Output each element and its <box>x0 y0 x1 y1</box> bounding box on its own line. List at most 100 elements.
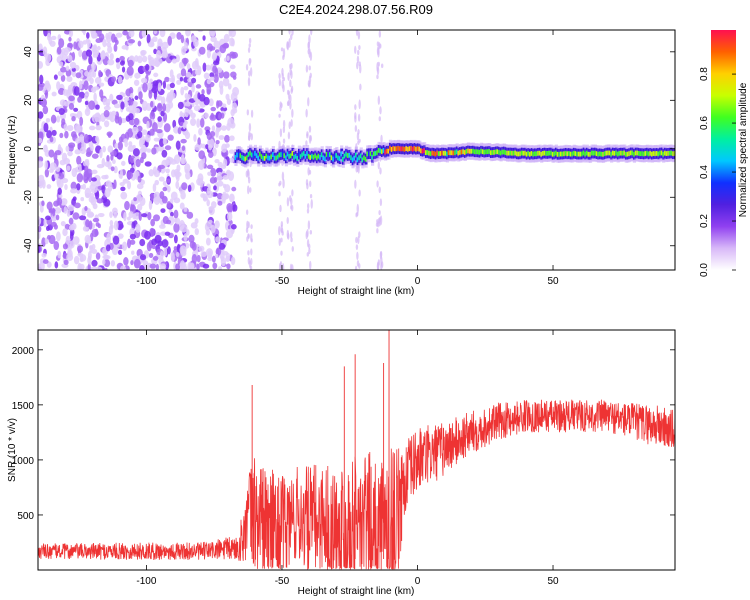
noise-speckle <box>168 77 175 83</box>
noise-speckle <box>163 123 171 133</box>
noise-speckle <box>209 72 215 78</box>
noise-speckle <box>157 82 162 92</box>
noise-speckle <box>203 72 210 80</box>
noise-speckle <box>91 259 98 267</box>
noise-speckle <box>217 200 223 206</box>
streak-speckle <box>249 67 253 77</box>
noise-speckle <box>231 102 238 111</box>
streak-speckle <box>290 119 293 127</box>
streak-speckle <box>355 212 358 218</box>
ridge-core <box>374 151 378 156</box>
noise-speckle <box>41 200 45 207</box>
streak-speckle <box>310 198 313 209</box>
streak-speckle <box>309 180 312 188</box>
streak-speckle <box>291 264 294 270</box>
noise-speckle <box>66 165 71 171</box>
noise-speckle <box>110 260 116 267</box>
noise-speckle <box>127 59 134 68</box>
noise-speckle <box>206 49 211 59</box>
ridge-core <box>490 150 493 156</box>
ridge-core <box>537 150 540 156</box>
noise-speckle <box>119 55 125 62</box>
noise-speckle <box>46 130 53 139</box>
noise-speckle <box>104 174 109 180</box>
noise-speckle <box>184 42 189 52</box>
ridge-core <box>550 150 553 156</box>
noise-speckle <box>232 204 238 212</box>
ridge-core <box>333 154 337 160</box>
noise-speckle <box>95 266 103 270</box>
noise-speckle <box>70 131 77 138</box>
ridge-core <box>307 153 311 159</box>
streak-speckle <box>289 195 292 202</box>
noise-speckle <box>44 89 49 99</box>
noise-speckle <box>185 171 191 180</box>
noise-speckle <box>55 231 61 242</box>
noise-speckle <box>191 77 197 84</box>
ridge-core <box>368 151 371 157</box>
noise-speckle <box>79 116 84 126</box>
noise-speckle <box>190 112 196 119</box>
noise-speckle <box>175 140 181 150</box>
ridge-core <box>242 155 246 161</box>
ridge-core <box>493 149 496 155</box>
noise-speckle <box>60 221 66 227</box>
ridge-core <box>359 153 363 159</box>
noise-speckle <box>185 71 192 78</box>
noise-speckle <box>191 60 200 70</box>
noise-speckle <box>231 38 235 47</box>
ridge-core <box>291 150 295 156</box>
ridge-core <box>338 156 342 162</box>
noise-speckle <box>141 30 148 37</box>
noise-speckle <box>209 46 216 51</box>
ridge-core <box>298 151 301 157</box>
noise-speckle <box>208 30 216 37</box>
noise-speckle <box>158 176 165 182</box>
ridge-core <box>390 147 394 152</box>
streak-speckle <box>359 83 362 91</box>
ridge-core <box>384 149 387 155</box>
noise-speckle <box>50 114 57 124</box>
streak-speckle <box>307 220 311 230</box>
spectrogram-frame <box>37 29 676 271</box>
noise-speckle <box>81 30 86 34</box>
noise-speckle <box>183 58 187 67</box>
noise-speckle <box>104 161 111 168</box>
ridge-core <box>366 151 370 157</box>
noise-speckle <box>93 92 97 102</box>
ridge-core <box>610 151 613 157</box>
noise-speckle <box>89 77 94 85</box>
streak-speckle <box>309 51 313 61</box>
ridge-core <box>507 150 511 156</box>
noise-speckle <box>212 262 218 270</box>
noise-speckle <box>194 69 202 76</box>
noise-speckle <box>151 147 157 155</box>
noise-speckle <box>76 183 81 191</box>
noise-speckle <box>190 117 197 127</box>
streak-speckle <box>380 134 383 143</box>
noise-speckle <box>43 30 49 37</box>
noise-speckle <box>122 30 128 36</box>
noise-speckle <box>51 207 56 217</box>
noise-speckle <box>122 178 129 184</box>
noise-speckle <box>200 251 208 258</box>
noise-speckle <box>79 255 84 263</box>
streak-speckle <box>248 260 252 269</box>
noise-speckle <box>198 127 203 136</box>
noise-speckle <box>42 259 49 264</box>
ridge-core <box>590 150 594 156</box>
ridge-core <box>254 150 257 156</box>
noise-speckle <box>150 192 154 201</box>
noise-speckle <box>109 219 114 226</box>
noise-speckle <box>51 129 57 137</box>
noise-speckle <box>123 96 130 102</box>
noise-speckle <box>99 148 103 159</box>
ridge-core <box>613 150 617 156</box>
streak-speckle <box>290 33 293 40</box>
noise-speckle <box>103 120 110 128</box>
noise-speckle <box>172 92 176 99</box>
noise-speckle <box>98 82 105 87</box>
ridge-core <box>480 148 483 154</box>
noise-speckle <box>67 54 73 63</box>
noise-speckle <box>82 40 88 45</box>
